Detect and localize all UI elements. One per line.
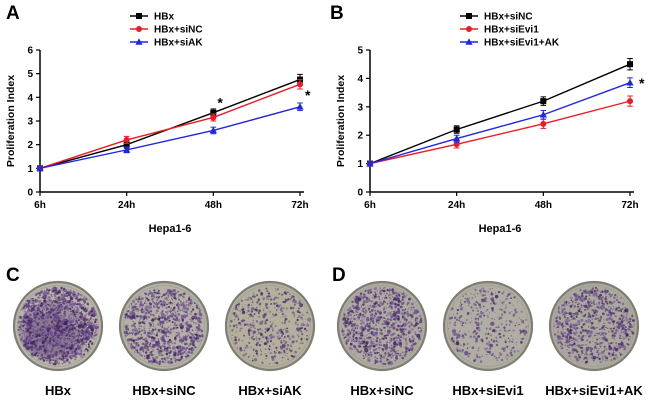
svg-text:2: 2 — [27, 140, 33, 151]
dish-label: HBx+siEvi1+AK — [545, 383, 643, 398]
svg-text:48h: 48h — [535, 200, 552, 211]
colony-dish-image — [12, 280, 104, 372]
svg-text:48h: 48h — [205, 200, 222, 211]
dish-label: HBx — [44, 383, 71, 398]
svg-text:72h: 72h — [291, 200, 308, 211]
svg-text:1: 1 — [27, 164, 33, 175]
svg-text:Proliferation Index: Proliferation Index — [5, 75, 17, 167]
panel-letter-a: A — [6, 3, 20, 24]
svg-text:6: 6 — [27, 46, 33, 57]
colony-dish-image — [548, 280, 640, 372]
svg-text:HBx+siAK: HBx+siAK — [154, 38, 203, 49]
svg-text:HBx: HBx — [154, 12, 174, 23]
proliferation-line-chart-panel-b: 0 1 2 3 4 5 6h 24h 48h 72h Proliferation Index Hepa… — [335, 12, 645, 236]
svg-text:4: 4 — [357, 74, 363, 85]
svg-text:Hepa1-6: Hepa1-6 — [149, 223, 192, 235]
svg-text:24h: 24h — [448, 200, 465, 211]
dish-label: HBx+siEvi1 — [452, 383, 524, 398]
svg-text:6h: 6h — [364, 200, 376, 211]
svg-text:24h: 24h — [118, 200, 135, 211]
svg-text:HBx+siEvi1+AK: HBx+siEvi1+AK — [484, 38, 560, 49]
dish-label: HBx+siAK — [238, 383, 302, 398]
colony-dish-image — [442, 280, 534, 372]
dish-label: HBx+siNC — [132, 383, 196, 398]
svg-text:6h: 6h — [34, 200, 46, 211]
panel-letter-b: B — [330, 3, 344, 24]
dish-cell: HBx+siEvi1 — [436, 280, 540, 398]
svg-text:0: 0 — [357, 188, 363, 199]
dish-cell: HBx+siNC — [112, 280, 216, 398]
svg-text:*: * — [639, 75, 645, 91]
dish-cell: HBx+siEvi1+AK — [542, 280, 646, 398]
svg-text:4: 4 — [27, 93, 33, 104]
colony-dish-image — [224, 280, 316, 372]
dish-cell: HBx+siAK — [218, 280, 322, 398]
svg-text:HBx+siNC: HBx+siNC — [484, 12, 533, 23]
colony-dish-image — [336, 280, 428, 372]
svg-text:Proliferation Index: Proliferation Index — [335, 75, 347, 167]
svg-text:1: 1 — [357, 159, 363, 170]
colony-dish-image — [118, 280, 210, 372]
dish-cell: HBx+siNC — [330, 280, 434, 398]
svg-text:Hepa1-6: Hepa1-6 — [479, 223, 522, 235]
dish-label: HBx+siNC — [350, 383, 414, 398]
svg-text:5: 5 — [27, 69, 33, 80]
svg-text:72h: 72h — [621, 200, 638, 211]
svg-text:*: * — [217, 94, 223, 110]
svg-text:HBx+siNC: HBx+siNC — [154, 25, 203, 36]
svg-text:5: 5 — [357, 46, 363, 57]
panel-letter-d: D — [332, 265, 346, 286]
dish-cell: HBx — [6, 280, 110, 398]
svg-text:HBx+siEvi1: HBx+siEvi1 — [484, 25, 539, 36]
svg-text:*: * — [305, 87, 311, 103]
svg-text:2: 2 — [357, 131, 363, 142]
colony-assay-row-d: HBx+siNC HBx+siEvi1 HBx+siEvi1+AK — [330, 280, 646, 398]
colony-assay-row-c: HBx HBx+siNC HBx+siAK — [6, 280, 322, 398]
panel-letter-c: C — [6, 265, 20, 286]
svg-text:3: 3 — [27, 117, 33, 128]
proliferation-line-chart-panel-a: 0 1 2 3 4 5 6 6h 24h 48h 72h Proliferation Index Hep… — [5, 12, 311, 236]
svg-text:0: 0 — [27, 188, 33, 199]
svg-text:3: 3 — [357, 102, 363, 113]
